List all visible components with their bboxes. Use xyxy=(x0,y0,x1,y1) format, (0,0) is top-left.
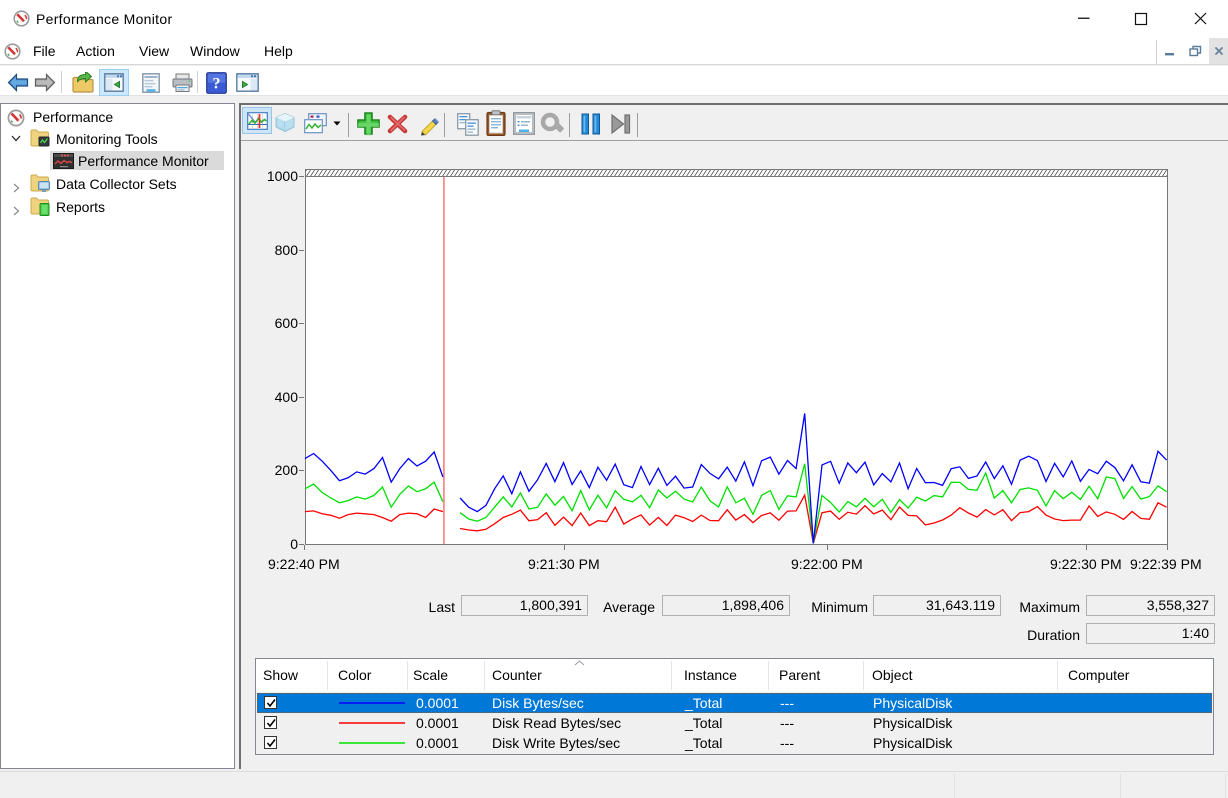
svg-text:?: ? xyxy=(213,76,221,93)
